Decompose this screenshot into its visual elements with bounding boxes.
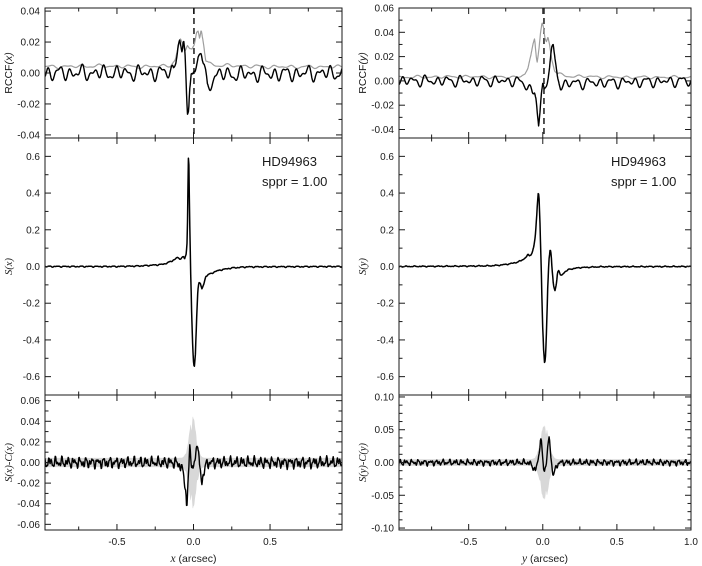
x-tick-label: 0.5: [263, 537, 277, 548]
target-name-label: HD94963: [262, 154, 317, 169]
panel-s-y: -0.6 -0.4 -0.2 0.0 0.2 0.4 0.6 S(y) HD94963 sppr …: [358, 137, 692, 396]
x-tick-label: 0.0: [536, 537, 550, 548]
y-tick-label: 0.00: [21, 69, 41, 80]
y-tick-label: 0.04: [375, 28, 395, 39]
x-tick-label: -0.5: [108, 537, 126, 548]
y-tick-label: -0.2: [377, 299, 395, 310]
series-reference-ccf: [399, 22, 691, 80]
y-tick-label: 0.02: [375, 52, 395, 63]
y-tick-label: -0.02: [371, 101, 394, 112]
x-tick-label: 1.0: [684, 537, 698, 548]
y-tick-label: 0.04: [21, 417, 41, 428]
x-tick-label: 0.0: [187, 537, 201, 548]
y-tick-label: -0.04: [371, 125, 394, 136]
y-tick-label: -0.02: [17, 99, 40, 110]
x-tick-label: -0.5: [460, 537, 478, 548]
y-tick-label: 0.05: [375, 425, 395, 436]
y-tick-label: 0.02: [21, 38, 41, 49]
series-residual-signal: [399, 436, 691, 476]
y-tick-label: 0.00: [375, 76, 395, 87]
y-tick-label: 0.4: [26, 189, 40, 200]
y-tick-label: 0.2: [26, 225, 40, 236]
y-axis-title: S(y): [358, 258, 369, 275]
y-axis-title: S(y)-C(y): [358, 442, 369, 482]
y-tick-label: 0.2: [380, 225, 394, 236]
target-name-label: HD94963: [611, 154, 666, 169]
uncertainty-band: [399, 425, 691, 500]
y-tick-label: 0.10: [375, 392, 395, 403]
y-tick-label: 0.0: [380, 262, 394, 273]
y-tick-label: -0.4: [377, 335, 395, 346]
y-axis-title: S(x)-C(x): [4, 442, 15, 482]
y-tick-label: -0.10: [371, 524, 394, 535]
series-residual-signal: [45, 444, 342, 507]
series-observed-ccf: [45, 39, 342, 115]
plot-frame: [398, 7, 692, 139]
series-shift-and-subtract-signal: [45, 157, 342, 367]
y-tick-label: -0.05: [371, 491, 394, 502]
y-tick-label: 0.06: [375, 4, 395, 15]
y-axis-title: RCCF(x): [3, 52, 15, 93]
y-tick-label: 0.6: [380, 152, 394, 163]
y-tick-label: 0.02: [21, 437, 41, 448]
panel-s-x: -0.6 -0.4 -0.2 0.0 0.2 0.4 0.6 S(x) HD94963 sppr …: [4, 137, 343, 396]
y-tick-label: -0.06: [17, 520, 40, 531]
y-tick-label: -0.2: [23, 299, 41, 310]
y-tick-label: -0.6: [23, 372, 41, 383]
series-shift-and-subtract-signal: [399, 192, 691, 364]
y-tick-label: -0.04: [17, 130, 40, 141]
sppr-label: sppr = 1.00: [611, 174, 676, 189]
y-tick-label: -0.6: [377, 372, 395, 383]
panel-rccf-x: -0.04 -0.02 0.00 0.02 0.04 RCCF(x): [3, 7, 343, 141]
y-tick-label: 0.4: [380, 189, 394, 200]
y-tick-label: -0.04: [17, 499, 40, 510]
x-axis-title: y (arcsec): [521, 553, 568, 565]
y-tick-label: -0.02: [17, 479, 40, 490]
panel-sy-minus-cy: -0.10 -0.05 0.00 0.05 0.10 -0.5 0.0 0.5 1.0 S(y)-…: [358, 392, 698, 565]
y-tick-label: 0.0: [26, 262, 40, 273]
y-tick-label: 0.04: [21, 7, 41, 18]
panel-sx-minus-cx: -0.06 -0.04 -0.02 0.00 0.02 0.04 0.06 -0.5 0.0 0.…: [4, 394, 343, 565]
y-tick-label: 0.00: [375, 458, 395, 469]
y-tick-label: 0.6: [26, 152, 40, 163]
series-observed-ccf: [399, 43, 691, 127]
y-tick-label: -0.4: [23, 335, 41, 346]
sppr-label: sppr = 1.00: [262, 174, 327, 189]
series-reference-ccf: [45, 30, 342, 70]
panel-rccf-y: -0.04 -0.02 0.00 0.02 0.04 0.06 RCCF(y): [357, 4, 692, 139]
y-axis-title: S(x): [4, 258, 15, 275]
x-tick-label: 0.5: [610, 537, 624, 548]
y-axis-title: RCCF(y): [357, 52, 369, 93]
y-tick-label: 0.06: [21, 396, 41, 407]
x-axis-title: x (arcsec): [170, 553, 217, 565]
y-tick-label: 0.00: [21, 458, 41, 469]
